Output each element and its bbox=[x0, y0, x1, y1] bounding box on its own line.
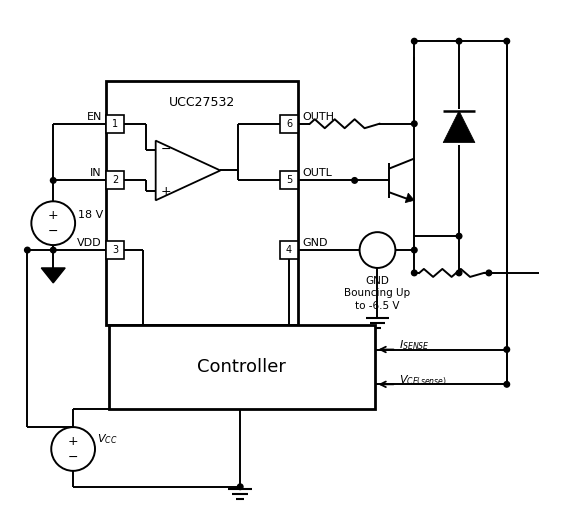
Circle shape bbox=[504, 38, 509, 44]
Polygon shape bbox=[405, 193, 415, 203]
Text: $V_{CC}$: $V_{CC}$ bbox=[97, 432, 117, 446]
Circle shape bbox=[504, 382, 509, 387]
Bar bbox=[106, 171, 124, 190]
Circle shape bbox=[504, 347, 509, 352]
Text: OUTH: OUTH bbox=[302, 112, 334, 122]
Text: 18 V: 18 V bbox=[78, 210, 103, 220]
Circle shape bbox=[51, 427, 95, 471]
Circle shape bbox=[486, 270, 492, 276]
Bar bbox=[280, 171, 298, 190]
Bar bbox=[106, 241, 124, 259]
Circle shape bbox=[412, 270, 417, 276]
Text: 1: 1 bbox=[112, 119, 118, 129]
Text: +: + bbox=[68, 435, 78, 448]
Circle shape bbox=[352, 178, 358, 183]
Text: 3: 3 bbox=[112, 245, 118, 255]
Bar bbox=[106, 81, 298, 325]
Bar bbox=[106, 115, 124, 133]
Bar bbox=[280, 115, 298, 133]
Text: OUTL: OUTL bbox=[302, 168, 332, 179]
Circle shape bbox=[456, 233, 462, 239]
Circle shape bbox=[50, 178, 56, 183]
Text: GND: GND bbox=[302, 238, 327, 248]
Text: $V_{CE(sense)}$: $V_{CE(sense)}$ bbox=[399, 373, 447, 387]
Text: EN: EN bbox=[87, 112, 102, 122]
Bar bbox=[109, 325, 374, 409]
Text: GND
Bouncing Up
to -6.5 V: GND Bouncing Up to -6.5 V bbox=[345, 276, 411, 311]
Circle shape bbox=[32, 202, 75, 245]
Circle shape bbox=[237, 484, 243, 490]
Text: 4: 4 bbox=[286, 245, 292, 255]
Circle shape bbox=[412, 38, 417, 44]
Circle shape bbox=[412, 247, 417, 253]
Circle shape bbox=[360, 232, 395, 268]
Text: +: + bbox=[48, 209, 59, 222]
Text: IN: IN bbox=[90, 168, 102, 179]
Text: 6: 6 bbox=[286, 119, 292, 129]
Text: VDD: VDD bbox=[77, 238, 102, 248]
Text: Controller: Controller bbox=[197, 358, 286, 376]
Text: +: + bbox=[160, 185, 171, 198]
Text: $I_{SENSE}$: $I_{SENSE}$ bbox=[399, 339, 430, 352]
Text: 5: 5 bbox=[286, 176, 292, 185]
Polygon shape bbox=[41, 268, 65, 283]
Text: −: − bbox=[48, 225, 59, 238]
Text: UCC27532: UCC27532 bbox=[169, 96, 235, 109]
Polygon shape bbox=[443, 111, 475, 142]
Text: 2: 2 bbox=[112, 176, 118, 185]
Text: −: − bbox=[68, 451, 78, 464]
Circle shape bbox=[456, 38, 462, 44]
Bar bbox=[280, 241, 298, 259]
Circle shape bbox=[50, 247, 56, 253]
Circle shape bbox=[456, 270, 462, 276]
Text: −: − bbox=[160, 143, 171, 156]
Circle shape bbox=[25, 247, 30, 253]
Circle shape bbox=[412, 121, 417, 126]
